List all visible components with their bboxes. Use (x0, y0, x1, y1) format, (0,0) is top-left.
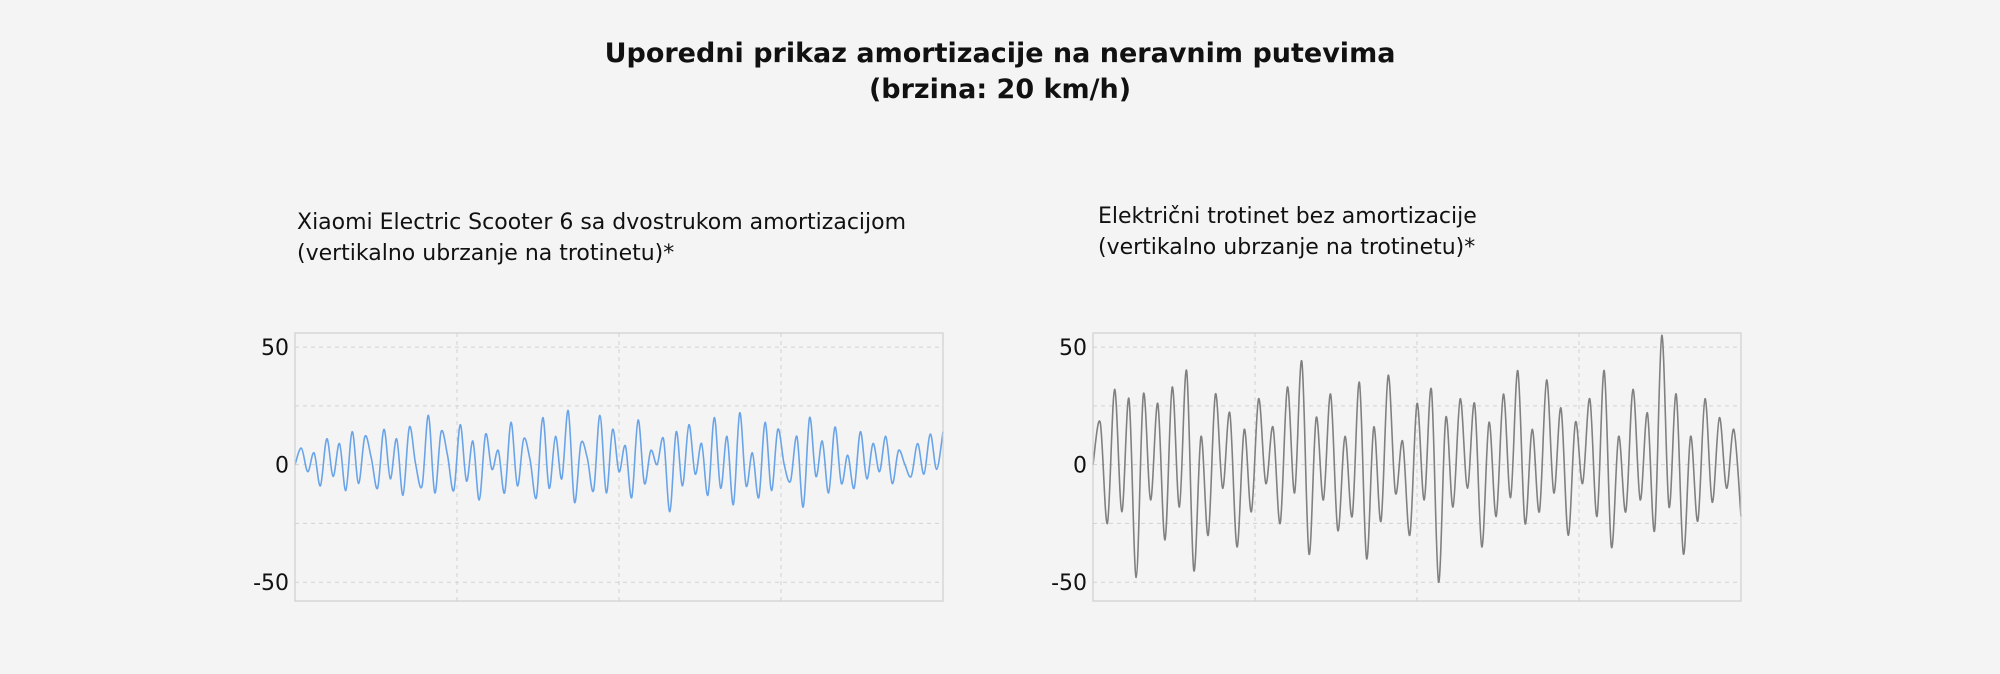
right-chart-series-line (1092, 334, 1742, 584)
left-chart-ytick-50: 50 (261, 336, 289, 361)
right-chart-ytick-0: 0 (1073, 454, 1087, 479)
right-chart-title-line1: Električni trotinet bez amortizacije (1098, 204, 1477, 229)
left-chart-title: Xiaomi Electric Scooter 6 sa dvostrukom … (297, 207, 906, 269)
right-chart-ytick--50: -50 (1051, 571, 1087, 596)
right-chart-ytick-50: 50 (1059, 336, 1087, 361)
right-chart-plot-area (1093, 333, 1741, 601)
right-chart-frame (1092, 332, 1742, 602)
main-title: Uporedni prikaz amortizacije na neravnim… (0, 36, 2000, 108)
main-title-line2: (brzina: 20 km/h) (868, 74, 1132, 105)
left-chart-plot-area (295, 333, 943, 601)
left-chart-series-line (294, 409, 944, 513)
right-chart-subtitle: (vertikalno ubrzanje na trotinetu)* (1098, 235, 1476, 260)
left-chart-frame (294, 332, 944, 602)
main-title-line1: Uporedni prikaz amortizacije na neravnim… (604, 38, 1396, 69)
right-chart-title: Električni trotinet bez amortizacije (ve… (1098, 201, 1477, 263)
left-chart-title-line1: Xiaomi Electric Scooter 6 sa dvostrukom … (297, 210, 907, 235)
left-chart-ytick--50: -50 (253, 571, 289, 596)
left-chart-ytick-0: 0 (275, 454, 289, 479)
left-chart-subtitle: (vertikalno ubrzanje na trotinetu)* (297, 241, 675, 266)
